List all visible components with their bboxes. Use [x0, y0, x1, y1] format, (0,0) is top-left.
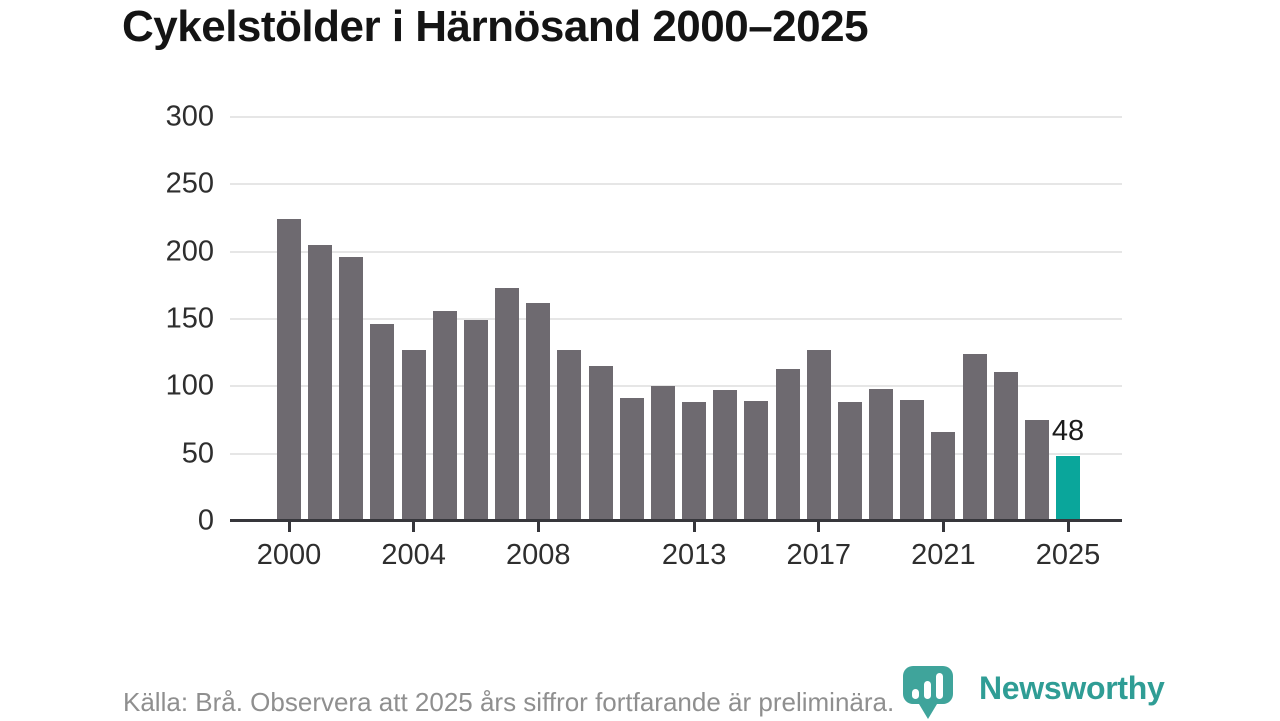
x-axis-label-2013: 2013	[661, 539, 727, 571]
x-axis-tick-2013	[692, 521, 696, 532]
bar-2006	[463, 320, 488, 521]
y-axis-label-0: 0	[197, 504, 214, 537]
bar-2010	[588, 366, 613, 521]
bar-2019	[869, 389, 894, 521]
gridline-200	[230, 250, 1122, 253]
x-axis-tick-2021	[941, 521, 945, 532]
gridline-300	[230, 116, 1122, 118]
y-axis-label-300: 300	[165, 100, 214, 133]
x-axis-label-2004: 2004	[381, 539, 446, 571]
bar-2023	[993, 371, 1018, 521]
bar-2018	[837, 402, 862, 521]
bar-2001	[308, 244, 333, 521]
newsworthy-logo-icon	[903, 666, 953, 719]
bar-2015	[744, 401, 769, 521]
bar-2017	[806, 349, 831, 521]
x-axis-label-2021: 2021	[911, 539, 976, 571]
y-axis-label-50: 50	[181, 437, 214, 470]
y-axis-label-250: 250	[165, 167, 214, 200]
x-axis-tick-2004	[412, 521, 416, 532]
bar-2009	[557, 349, 582, 521]
x-axis-tick-2025	[1066, 521, 1070, 532]
x-axis-label-2025: 2025	[1035, 539, 1101, 571]
bar-2000	[277, 219, 301, 521]
y-axis-label-200: 200	[165, 235, 214, 268]
bar-2007	[495, 288, 520, 521]
bar-2003	[370, 324, 395, 521]
bar-2024	[1024, 420, 1049, 521]
bar-2025	[1056, 456, 1080, 521]
x-axis-tick-2008	[536, 521, 540, 532]
bar-2022	[962, 354, 987, 521]
bar-2013	[682, 402, 707, 521]
gridline-50	[230, 452, 1122, 455]
bar-2005	[432, 310, 457, 521]
bar-2016	[775, 368, 800, 521]
bar-2008	[526, 302, 551, 521]
bar-2011	[619, 398, 644, 521]
bar-2002	[339, 257, 364, 521]
x-axis-tick-2000	[287, 521, 291, 532]
y-axis-label-100: 100	[165, 369, 214, 402]
source-note: Källa: Brå. Observera att 2025 års siffr…	[123, 687, 895, 717]
newsworthy-logo-text: Newsworthy	[979, 670, 1165, 706]
bar-2020	[900, 399, 925, 521]
x-axis-label-2008: 2008	[506, 539, 571, 571]
x-axis-tick-2017	[817, 521, 821, 532]
y-axis-label-150: 150	[165, 302, 214, 335]
x-axis-line	[230, 519, 1122, 522]
gridline-100	[230, 385, 1122, 388]
gridline-150	[230, 318, 1122, 320]
bar-2004	[401, 349, 426, 521]
gridline-250	[230, 183, 1122, 186]
x-axis-label-2017: 2017	[786, 539, 851, 571]
bar-2014	[713, 390, 738, 521]
x-axis-label-2000: 2000	[256, 539, 322, 571]
chart-title: Cykelstölder i Härnösand 2000–2025	[122, 2, 869, 51]
bar-2012	[650, 386, 675, 521]
bar-2021	[931, 432, 956, 521]
value-label-2025: 48	[1051, 415, 1085, 448]
